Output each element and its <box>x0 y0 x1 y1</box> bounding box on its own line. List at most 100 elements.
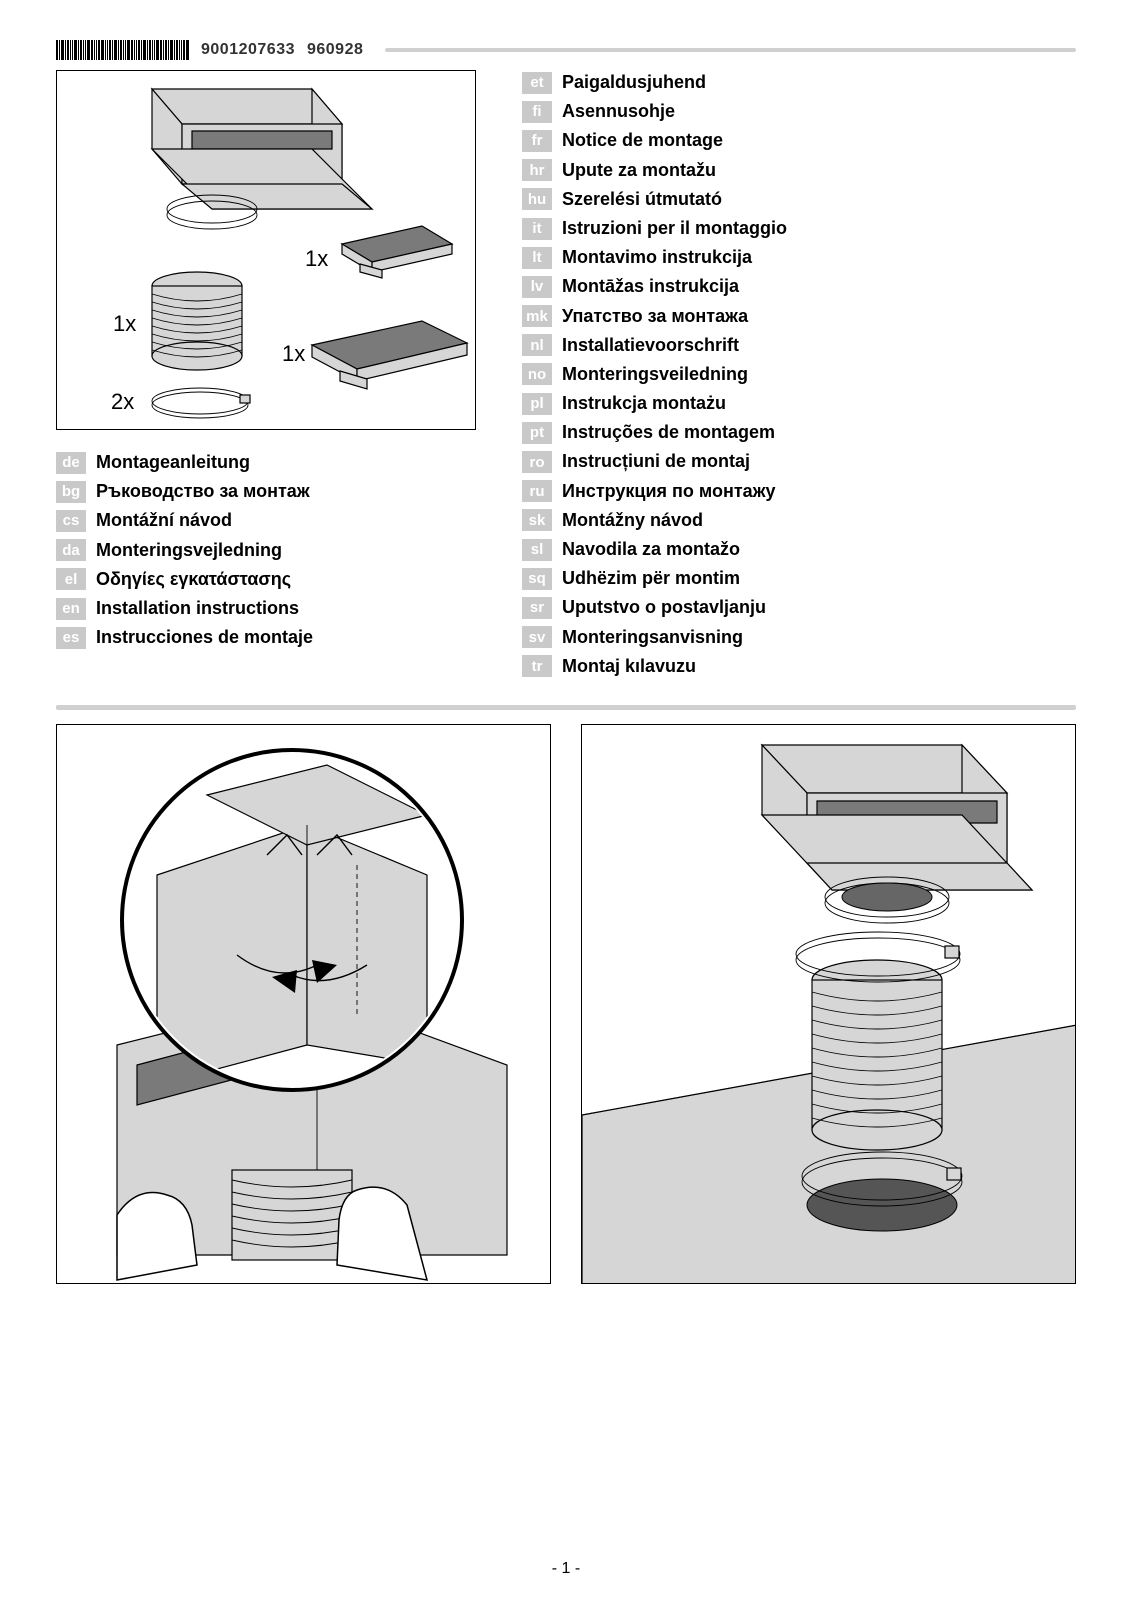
language-code-badge: ro <box>522 451 552 473</box>
language-label: Montážny návod <box>562 508 703 533</box>
parts-svg <box>57 71 477 431</box>
language-code-badge: fr <box>522 130 552 152</box>
language-item: ru Инструкция по монтажу <box>522 479 1076 504</box>
language-code-badge: hu <box>522 188 552 210</box>
language-label: Udhëzim për montim <box>562 566 740 591</box>
language-label: Montāžas instrukcija <box>562 274 739 299</box>
language-item: lv Montāžas instrukcija <box>522 274 1076 299</box>
language-list-left: de Montageanleitung bg Ръководство за монта… <box>56 450 476 650</box>
language-item: no Monteringsveiledning <box>522 362 1076 387</box>
language-code-badge: en <box>56 598 86 620</box>
language-item: etPaigaldusjuhend <box>522 70 1076 95</box>
right-column: etPaigaldusjuhend fi Asennusohje fr Notice d… <box>522 70 1076 683</box>
language-item: ro Instrucțiuni de montaj <box>522 449 1076 474</box>
language-item: it Istruzioni per il montaggio <box>522 216 1076 241</box>
language-code-badge: sl <box>522 539 552 561</box>
language-item: sv Monteringsanvisning <box>522 625 1076 650</box>
left-column: 1x 1x 1x 2x de Montageanleitung bg Ръководс… <box>56 70 476 683</box>
section-divider <box>56 705 1076 710</box>
doc-number-2: 960928 <box>307 41 363 59</box>
language-code-badge: bg <box>56 481 86 503</box>
language-item: tr Montaj kılavuzu <box>522 654 1076 679</box>
language-code-badge: nl <box>522 334 552 356</box>
language-label: Ръководство за монтаж <box>96 479 310 504</box>
language-item: sk Montážny návod <box>522 508 1076 533</box>
language-label: Instrucciones de montaje <box>96 625 313 650</box>
language-code-badge: da <box>56 539 86 561</box>
language-label: Uputstvo o postavljanju <box>562 595 766 620</box>
parts-diagram: 1x 1x 1x 2x <box>56 70 476 430</box>
language-code-badge: fi <box>522 101 552 123</box>
qty-tube: 1x <box>113 311 136 337</box>
language-item: da Monteringsvejledning <box>56 538 476 563</box>
language-item: hu Szerelési útmutató <box>522 187 1076 212</box>
header-row: 9001207633 960928 <box>56 40 1076 60</box>
language-label: Упатство за монтажа <box>562 304 748 329</box>
language-code-badge: de <box>56 452 86 474</box>
language-item: bg Ръководство за монтаж <box>56 479 476 504</box>
diagram-step-2 <box>581 724 1076 1284</box>
language-code-badge: sq <box>522 568 552 590</box>
qty-large-filter: 1x <box>282 341 305 367</box>
language-code-badge: sk <box>522 509 552 531</box>
doc-number-1: 9001207633 <box>201 41 295 59</box>
language-item: de Montageanleitung <box>56 450 476 475</box>
language-item: hr Upute za montažu <box>522 158 1076 183</box>
language-code-badge: tr <box>522 655 552 677</box>
language-code-badge: lv <box>522 276 552 298</box>
qty-small-filter: 1x <box>305 246 328 272</box>
language-label: Instrucțiuni de montaj <box>562 449 750 474</box>
top-section: 1x 1x 1x 2x de Montageanleitung bg Ръководс… <box>56 70 1076 683</box>
diagram-2-svg <box>582 725 1076 1284</box>
language-label: Montavimo instrukcija <box>562 245 752 270</box>
language-label: Инструкция по монтажу <box>562 479 775 504</box>
language-label: Montaj kılavuzu <box>562 654 696 679</box>
language-label: Οδηγίες εγκατάστασης <box>96 567 291 592</box>
language-item: fr Notice de montage <box>522 128 1076 153</box>
language-item: mk Упатство за монтажа <box>522 304 1076 329</box>
language-code-badge: sr <box>522 597 552 619</box>
language-label: Installatievoorschrift <box>562 333 739 358</box>
language-code-badge: pt <box>522 422 552 444</box>
language-label: Instrukcja montażu <box>562 391 726 416</box>
language-code-badge: mk <box>522 305 552 327</box>
diagram-1-svg <box>57 725 551 1284</box>
language-item: sl Navodila za montažo <box>522 537 1076 562</box>
language-code-badge: ru <box>522 480 552 502</box>
language-code-badge: no <box>522 363 552 385</box>
diagram-row <box>56 724 1076 1284</box>
language-item: sq Udhëzim për montim <box>522 566 1076 591</box>
language-label: Istruzioni per il montaggio <box>562 216 787 241</box>
language-code-badge: lt <box>522 247 552 269</box>
language-label: Upute za montažu <box>562 158 716 183</box>
language-item: plInstrukcja montażu <box>522 391 1076 416</box>
language-label: Asennusohje <box>562 99 675 124</box>
language-item: pt Instruções de montagem <box>522 420 1076 445</box>
language-label: Monteringsvejledning <box>96 538 282 563</box>
language-label: Szerelési útmutató <box>562 187 722 212</box>
language-code-badge: it <box>522 218 552 240</box>
language-item: csMontážní návod <box>56 508 476 533</box>
language-label: Monteringsveiledning <box>562 362 748 387</box>
language-item: enInstallation instructions <box>56 596 476 621</box>
language-item: el Οδηγίες εγκατάστασης <box>56 567 476 592</box>
language-code-badge: hr <box>522 159 552 181</box>
language-label: Navodila za montažo <box>562 537 740 562</box>
language-label: Notice de montage <box>562 128 723 153</box>
language-label: Monteringsanvisning <box>562 625 743 650</box>
language-item: es Instrucciones de montaje <box>56 625 476 650</box>
qty-clamp: 2x <box>111 389 134 415</box>
diagram-step-1 <box>56 724 551 1284</box>
language-code-badge: sv <box>522 626 552 648</box>
language-label: Montageanleitung <box>96 450 250 475</box>
language-list-right: etPaigaldusjuhend fi Asennusohje fr Notice d… <box>522 70 1076 679</box>
language-label: Instruções de montagem <box>562 420 775 445</box>
language-code-badge: el <box>56 568 86 590</box>
language-item: fi Asennusohje <box>522 99 1076 124</box>
language-code-badge: et <box>522 72 552 94</box>
language-label: Montážní návod <box>96 508 232 533</box>
language-item: lt Montavimo instrukcija <box>522 245 1076 270</box>
language-code-badge: es <box>56 627 86 649</box>
barcode <box>56 40 189 60</box>
language-item: nl Installatievoorschrift <box>522 333 1076 358</box>
